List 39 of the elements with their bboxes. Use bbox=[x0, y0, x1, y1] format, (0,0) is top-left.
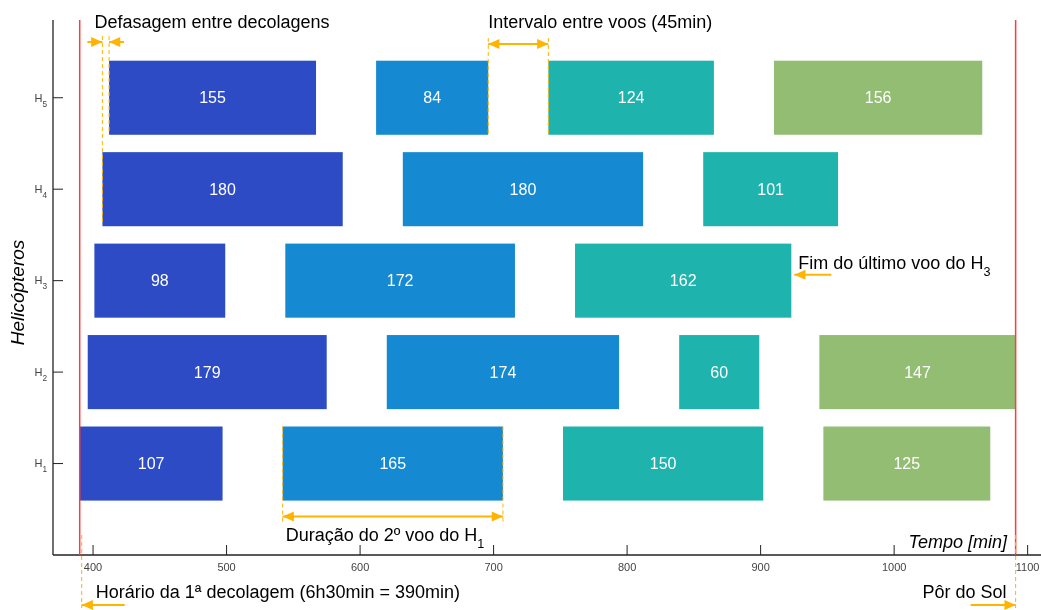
data-label: 155 bbox=[199, 89, 226, 107]
y-axis-title: Helicópteros bbox=[7, 239, 28, 346]
data-label: 162 bbox=[669, 272, 697, 290]
data-label: 84 bbox=[423, 89, 442, 107]
data-label: 125 bbox=[893, 455, 921, 473]
x-tick-label: 400 bbox=[83, 561, 103, 573]
data-label: 180 bbox=[509, 180, 537, 198]
x-tick-label: 600 bbox=[350, 561, 370, 573]
data-label: 60 bbox=[710, 363, 729, 381]
y-tick-label: H$_{1}$ bbox=[34, 457, 48, 474]
data-label: 150 bbox=[649, 455, 677, 473]
data-label: 147 bbox=[904, 363, 931, 381]
y-tick-label: H$_{4}$ bbox=[34, 183, 48, 200]
data-label: 107 bbox=[137, 455, 165, 473]
ref-line-label: Pôr do Sol bbox=[922, 582, 1007, 602]
annotation: Duração do 2º voo do H$_{1}$ bbox=[285, 524, 485, 551]
data-label: 101 bbox=[757, 180, 785, 198]
annotation: Fim do último voo do H$_{3}$ bbox=[798, 252, 991, 279]
ref-line-label: Horário da 1ª decolagem (6h30min = 390min) bbox=[95, 582, 461, 602]
annotation: Intervalo entre voos (45min) bbox=[488, 12, 713, 32]
x-tick-label: 700 bbox=[484, 561, 503, 573]
data-label: 180 bbox=[209, 180, 237, 198]
data-label: 179 bbox=[193, 363, 221, 381]
data-label: 172 bbox=[386, 272, 414, 290]
data-label: 124 bbox=[617, 89, 645, 107]
x-tick-label: 1000 bbox=[881, 561, 907, 573]
x-tick-label: 800 bbox=[617, 561, 637, 573]
y-tick-label: H$_{5}$ bbox=[34, 91, 48, 109]
y-tick-label: H$_{3}$ bbox=[34, 274, 48, 291]
data-label: 156 bbox=[864, 89, 892, 107]
x-tick-label: 900 bbox=[751, 561, 770, 573]
data-label: 98 bbox=[150, 272, 169, 290]
x-axis-title: Tempo [min] bbox=[908, 532, 1008, 552]
data-label: 165 bbox=[379, 455, 407, 473]
y-tick-label: H$_{2}$ bbox=[34, 365, 48, 383]
x-tick-label: 1100 bbox=[1015, 561, 1040, 573]
annotation: Defasagem entre decolagens bbox=[94, 12, 330, 32]
data-label: 174 bbox=[489, 363, 517, 381]
x-tick-label: 500 bbox=[217, 561, 236, 573]
